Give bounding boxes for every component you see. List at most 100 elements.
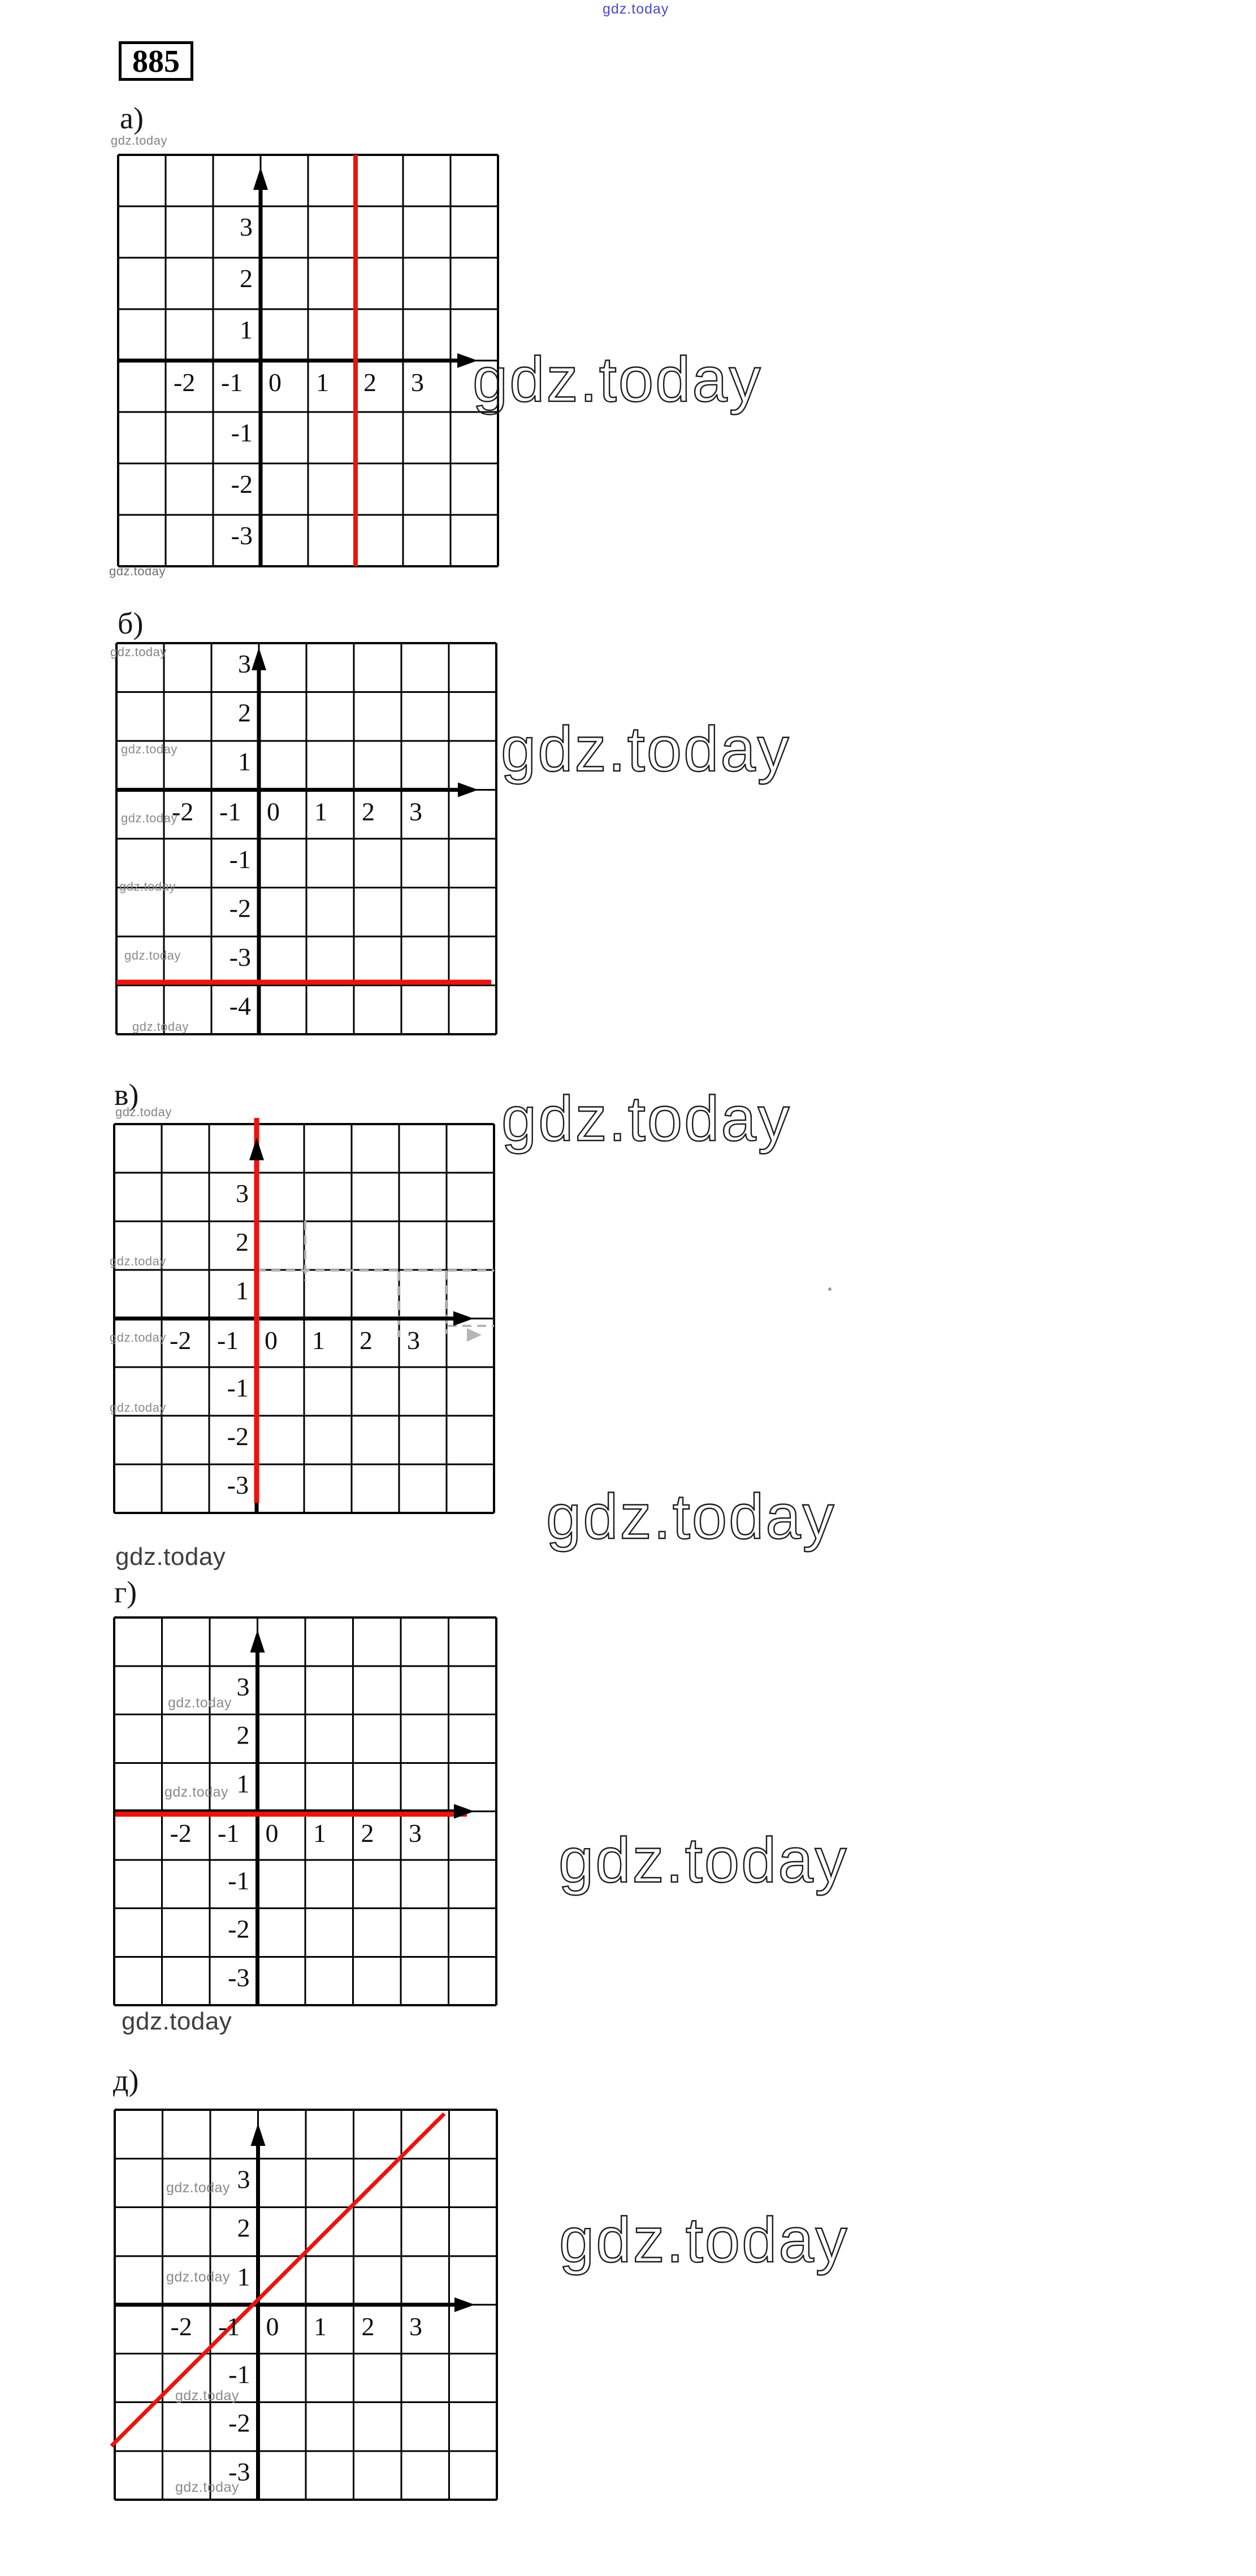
x-tick-label: 0 [266, 1819, 279, 1848]
watermark-sm: gdz.today [110, 1400, 166, 1415]
x-tick-label: -2 [174, 368, 195, 397]
x-tick-label: -2 [170, 1819, 192, 1848]
y-tick-label: -3 [227, 1471, 249, 1499]
x-tick-label: 2 [361, 1819, 374, 1848]
x-tick-label: -1 [221, 368, 242, 397]
watermark-md: gdz.today [122, 2007, 232, 2035]
y-axis-arrowhead [253, 167, 268, 190]
y-tick-label: -1 [227, 1373, 249, 1402]
y-tick-label: 3 [238, 649, 251, 678]
x-tick-label: 3 [411, 368, 424, 397]
y-tick-label: 1 [238, 747, 251, 776]
watermark-lg: gdz.today [472, 344, 763, 415]
y-axis-arrowhead [250, 1630, 265, 1653]
graph-label-a: а) [120, 101, 144, 135]
x-tick-label: 2 [360, 1326, 373, 1355]
red-graph-line [110, 2112, 446, 2448]
y-tick-label: -2 [227, 1422, 249, 1451]
y-tick-label: -4 [229, 992, 251, 1021]
y-tick-label: -3 [229, 943, 251, 972]
x-tick-label: 2 [363, 368, 376, 397]
x-tick-label: -2 [170, 1326, 191, 1355]
graph-label-g: г) [114, 1575, 137, 1609]
watermark-lg: gdz.today [545, 1481, 836, 1552]
watermark-lg: gdz.today [558, 1825, 848, 1896]
x-axis-arrowhead [453, 1311, 474, 1326]
watermark-lg: gdz.today [500, 714, 791, 784]
watermark-sm: gdz.today [175, 2479, 239, 2495]
x-axis-arrowhead [458, 782, 478, 797]
y-axis-arrowhead [252, 648, 266, 670]
y-tick-label: -1 [228, 2360, 250, 2388]
y-tick-label: 3 [236, 1179, 249, 1208]
problem-number-box: 885 [119, 41, 193, 81]
x-tick-label: -2 [171, 2312, 192, 2341]
x-tick-label: -1 [218, 1819, 239, 1848]
watermark-sm: gdz.today [110, 1254, 166, 1268]
y-tick-label: -3 [228, 1963, 249, 1992]
watermark-sm: gdz.today [110, 645, 167, 659]
x-tick-label: 1 [312, 1326, 325, 1355]
x-tick-label: -1 [219, 797, 241, 826]
ghost-arrowhead [467, 1328, 482, 1342]
y-tick-label: 1 [236, 1276, 249, 1305]
x-tick-label: -1 [217, 1326, 239, 1355]
x-axis-arrowhead [454, 1804, 474, 1819]
x-tick-label: 2 [362, 797, 375, 826]
watermark-sm: gdz.today [111, 133, 167, 148]
y-tick-label: 2 [238, 699, 251, 727]
watermark-md: gdz.today [115, 1543, 226, 1571]
x-axis-arrowhead [454, 2297, 475, 2312]
watermark-sm: gdz.today [115, 1105, 172, 1119]
y-tick-label: -1 [229, 845, 251, 874]
y-tick-label: -3 [231, 521, 253, 550]
y-axis-arrowhead [249, 1138, 264, 1160]
watermark-lg: gdz.today [501, 1083, 791, 1154]
y-tick-label: 2 [237, 1721, 250, 1750]
watermark-sm: gdz.today [119, 879, 176, 894]
watermark-sm: gdz.today [175, 2388, 239, 2404]
watermark-lg: gdz.today [558, 2205, 849, 2275]
y-tick-label: -2 [228, 2409, 250, 2438]
y-tick-label: 3 [237, 1672, 250, 1701]
y-tick-label: 3 [240, 213, 253, 241]
y-tick-label: -2 [228, 1915, 249, 1944]
graph-label-b: б) [118, 606, 144, 640]
graph-label-v: в) [114, 1078, 139, 1112]
y-tick-label: 1 [237, 2262, 250, 2291]
x-tick-label: 0 [268, 368, 281, 397]
x-tick-label: 1 [313, 1819, 326, 1848]
watermark-sm: gdz.today [109, 564, 166, 578]
watermark-sm: gdz.today [168, 1695, 232, 1711]
watermark-sm: gdz.today [110, 1330, 166, 1345]
y-axis-arrowhead [250, 2123, 266, 2146]
watermark-sm: gdz.today [121, 811, 177, 825]
site-link[interactable]: gdz.today [603, 1, 669, 17]
x-tick-label: -2 [172, 797, 193, 826]
y-tick-label: -3 [228, 2457, 250, 2486]
problem-number: 885 [132, 44, 180, 79]
x-tick-label: 3 [409, 1819, 422, 1848]
y-tick-label: 2 [236, 1228, 249, 1256]
x-tick-label: -1 [218, 2312, 240, 2341]
watermark-sm: gdz.today [132, 1020, 189, 1034]
x-tick-label: 1 [314, 2312, 327, 2341]
y-tick-label: 2 [237, 2214, 250, 2243]
watermark-sm: gdz.today [121, 742, 177, 756]
y-tick-label: -1 [228, 1866, 249, 1895]
speck-artifact [828, 1287, 831, 1291]
x-tick-label: 0 [267, 797, 280, 826]
watermark-sm: gdz.today [166, 2269, 230, 2285]
watermark-sm: gdz.today [124, 948, 181, 962]
x-tick-label: 3 [409, 2312, 422, 2341]
x-tick-label: 3 [407, 1326, 420, 1355]
y-tick-label: -2 [229, 894, 251, 923]
x-tick-label: 3 [409, 797, 422, 826]
